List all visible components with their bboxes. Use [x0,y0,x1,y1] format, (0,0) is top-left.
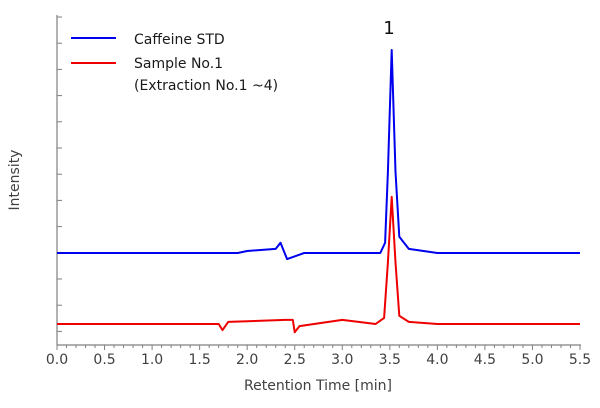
x-axis-title: Retention Time [min] [244,378,392,394]
x-tick-label: 3.5 [379,352,401,368]
x-tick-label: 4.0 [426,352,448,368]
x-tick-label: 0.0 [46,352,68,368]
x-tick-label: 1.0 [141,352,163,368]
x-tick-label: 4.5 [474,352,496,368]
sample-trace [57,195,580,334]
y-axis-title: Intensity [7,150,23,211]
legend-label-sample: Sample No.1 [134,56,223,72]
x-axis-ticks [56,345,581,350]
legend-label-caffeine: Caffeine STD [134,32,225,48]
x-tick-label: 1.5 [189,352,211,368]
peak-label: 1 [383,18,394,39]
x-tick-label: 5.0 [521,352,543,368]
legend-sublabel-sample: (Extraction No.1 ~4) [134,78,278,94]
legend: Caffeine STD Sample No.1 (Extraction No.… [71,32,278,94]
x-tick-label: 0.5 [93,352,115,368]
x-tick-label: 2.0 [236,352,258,368]
x-tick-labels: 0.0 0.5 1.0 1.5 2.0 2.5 3.0 3.5 4.0 4.5 5.0 5.5 [46,352,591,368]
x-tick-label: 3.0 [331,352,353,368]
x-tick-label: 5.5 [569,352,591,368]
caffeine-std-trace [57,49,580,261]
x-tick-label: 2.5 [284,352,306,368]
y-axis-ticks [57,16,62,332]
